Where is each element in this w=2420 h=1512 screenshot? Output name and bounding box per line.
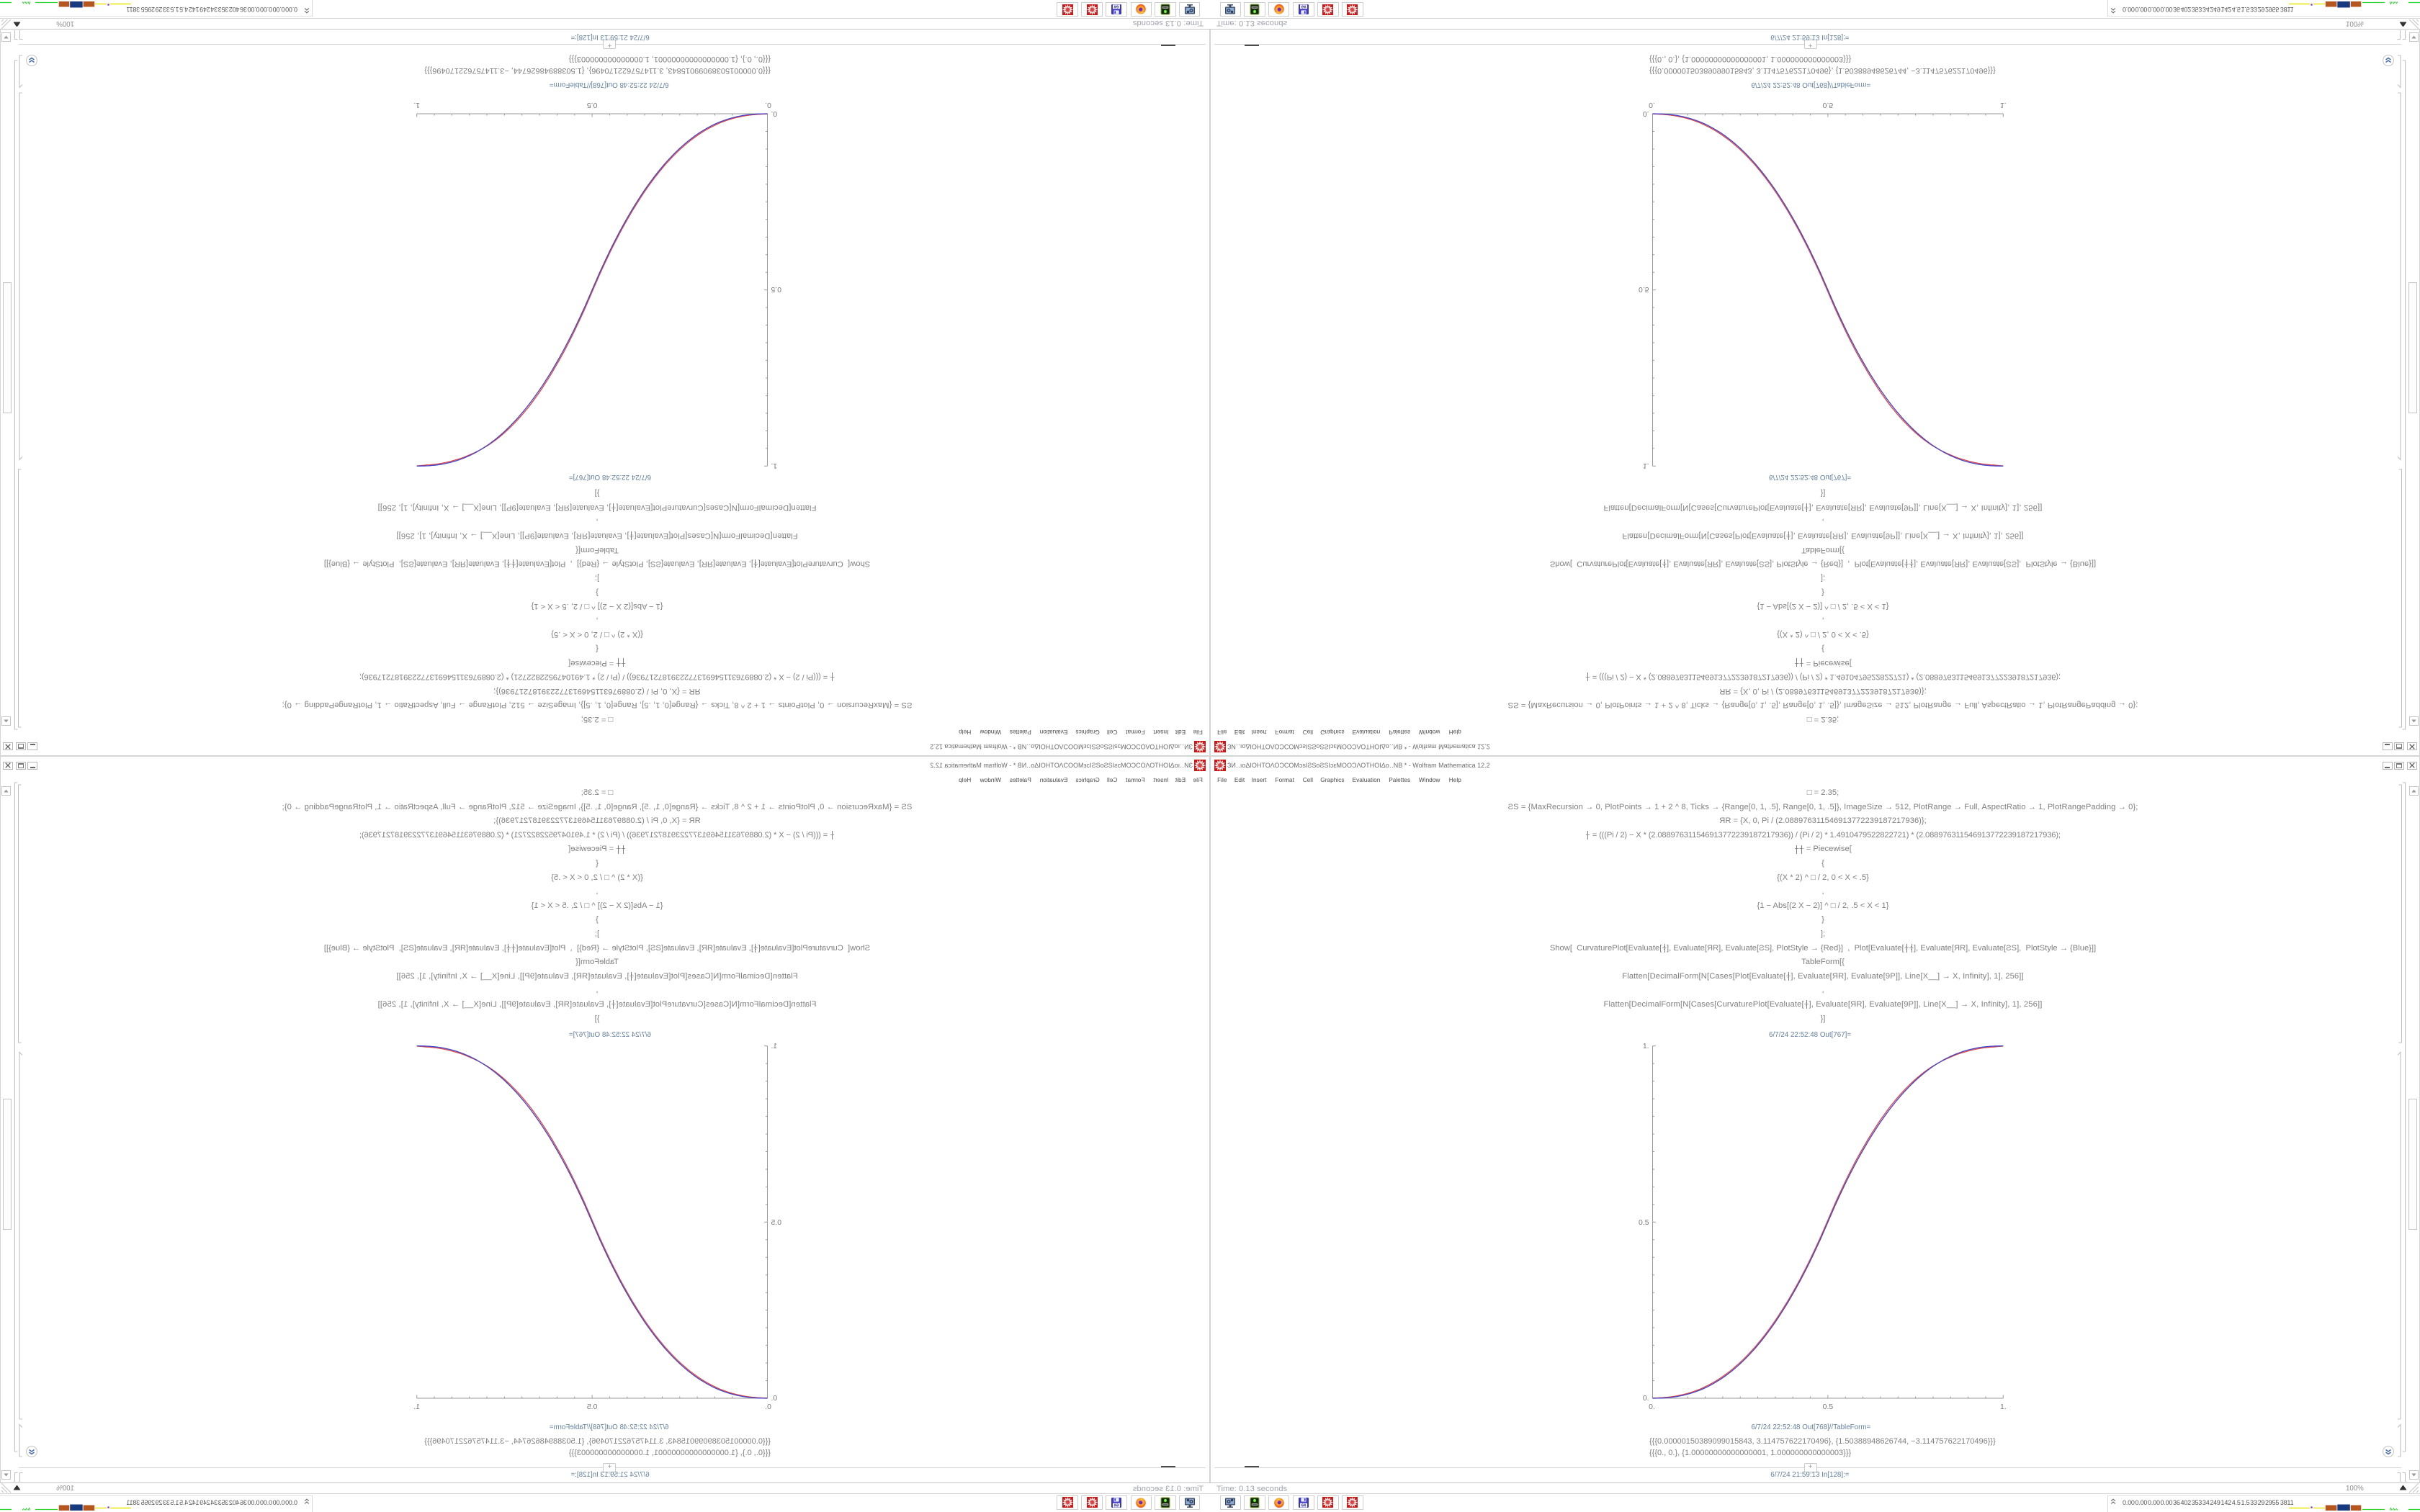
svg-text:1.: 1. [771,462,778,469]
svg-text:64: 64 [1301,4,1306,9]
svg-text:0.: 0. [771,109,778,117]
svg-text:0.: 0. [1649,1403,1655,1411]
svg-text:0.: 0. [765,101,771,109]
svg-text:0.5: 0.5 [587,101,598,109]
svg-text:0.5: 0.5 [1823,101,1834,109]
svg-text:0.5: 0.5 [587,1403,598,1411]
svg-text:0.5: 0.5 [771,1219,781,1227]
svg-text:0.: 0. [1643,1395,1649,1403]
svg-text:0.5: 0.5 [1639,285,1649,293]
svg-text:0.: 0. [1643,109,1649,117]
svg-text:1.: 1. [1643,1043,1649,1050]
svg-text:0.5: 0.5 [1639,1219,1649,1227]
svg-text:1.: 1. [2000,101,2007,109]
svg-text:1.: 1. [413,1403,420,1411]
svg-text:64: 64 [1114,4,1119,9]
svg-text:0.: 0. [771,1395,778,1403]
svg-text:0.: 0. [765,1403,771,1411]
svg-text:1.: 1. [1643,462,1649,469]
svg-text:1.: 1. [771,1043,778,1050]
svg-text:64: 64 [1301,1503,1306,1508]
svg-text:1.: 1. [413,101,420,109]
svg-text:64: 64 [1114,1503,1119,1508]
svg-text:1.: 1. [2000,1403,2007,1411]
svg-text:0.: 0. [1649,101,1655,109]
svg-text:0.5: 0.5 [771,285,781,293]
svg-text:0.5: 0.5 [1823,1403,1834,1411]
